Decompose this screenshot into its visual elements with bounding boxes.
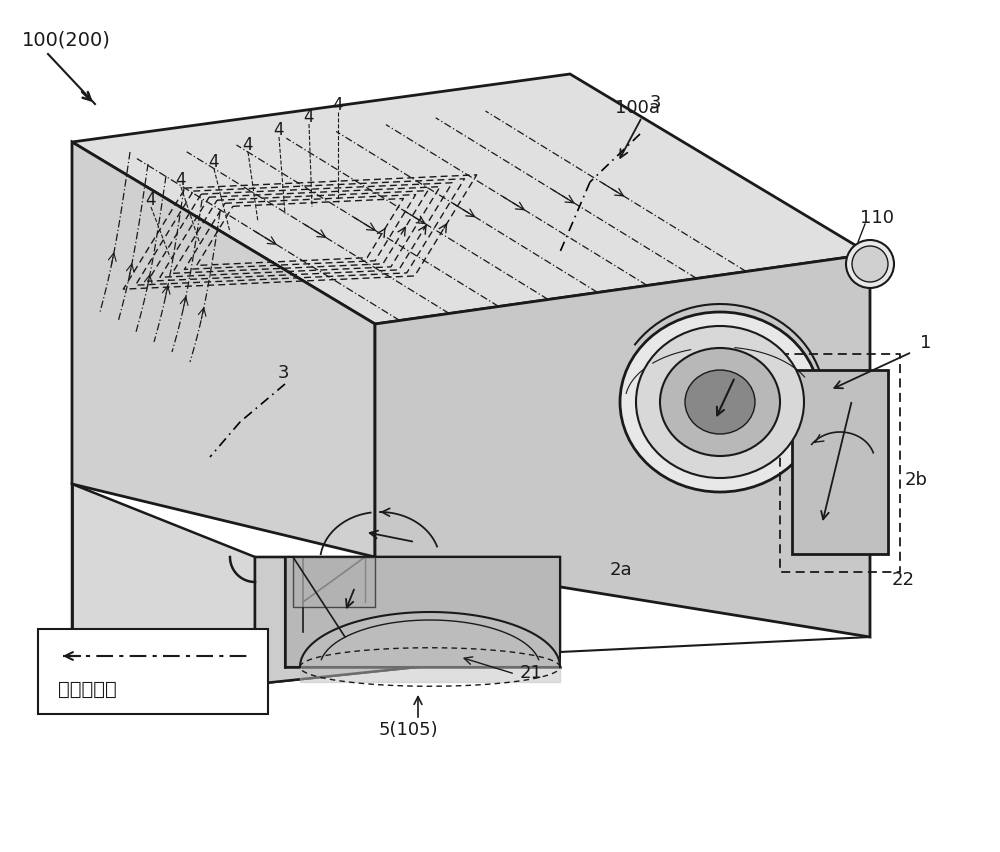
Polygon shape xyxy=(255,557,560,684)
Text: 2b: 2b xyxy=(905,470,928,488)
Text: 4: 4 xyxy=(332,96,343,114)
Polygon shape xyxy=(285,557,560,667)
Polygon shape xyxy=(72,143,375,557)
Text: 4: 4 xyxy=(208,153,219,170)
Polygon shape xyxy=(72,485,255,684)
Text: 21: 21 xyxy=(520,663,543,682)
Ellipse shape xyxy=(660,348,780,457)
Text: 3: 3 xyxy=(278,364,290,382)
Text: 4: 4 xyxy=(175,170,186,189)
Text: 1: 1 xyxy=(920,334,931,352)
Text: 硬币的流动: 硬币的流动 xyxy=(58,679,117,698)
Text: 4: 4 xyxy=(145,191,156,209)
Text: 100a: 100a xyxy=(615,99,660,117)
Ellipse shape xyxy=(620,313,820,492)
Polygon shape xyxy=(293,557,375,607)
Bar xyxy=(38,630,268,714)
Text: 100(200): 100(200) xyxy=(22,30,111,49)
Polygon shape xyxy=(375,255,870,637)
Text: 4: 4 xyxy=(273,121,284,139)
Ellipse shape xyxy=(852,247,888,283)
Text: 5(105): 5(105) xyxy=(378,720,438,738)
Text: 110: 110 xyxy=(860,209,894,227)
Ellipse shape xyxy=(636,326,804,479)
Ellipse shape xyxy=(846,241,894,289)
Text: 4: 4 xyxy=(303,108,314,126)
Text: 4: 4 xyxy=(242,135,253,154)
Text: 3: 3 xyxy=(650,94,662,112)
Ellipse shape xyxy=(685,371,755,435)
Text: 2a: 2a xyxy=(610,561,633,579)
Polygon shape xyxy=(792,371,888,555)
Polygon shape xyxy=(72,75,870,325)
Text: 22: 22 xyxy=(892,570,915,589)
